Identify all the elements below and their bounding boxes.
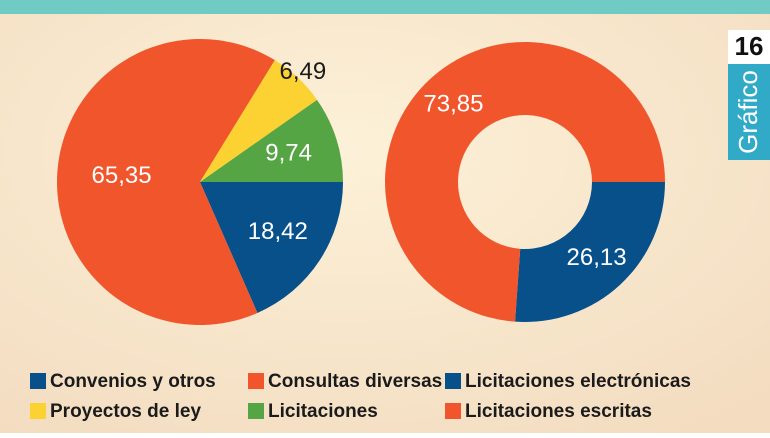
value-label: 18,42 [248, 218, 308, 245]
legend-label: Licitaciones [268, 401, 378, 422]
legend-label: Licitaciones escritas [465, 401, 652, 422]
legend-label: Proyectos de ley [50, 401, 201, 422]
legend-swatch [445, 403, 461, 419]
value-label: 73,85 [423, 90, 483, 117]
legend-swatch [248, 373, 264, 389]
value-label: 9,74 [265, 139, 312, 166]
legend-swatch [445, 373, 461, 389]
legend-label: Licitaciones electrónicas [465, 371, 691, 392]
legend-label: Convenios y otros [50, 371, 216, 392]
badge-number: 16 [735, 31, 764, 61]
legend-label: Consultas diversas [268, 371, 442, 392]
value-label: 65,35 [92, 162, 152, 189]
legend-swatch [30, 373, 46, 389]
legend-swatch [30, 403, 46, 419]
legend-swatch [248, 403, 264, 419]
top-bar [0, 0, 770, 14]
value-label: 26,13 [567, 244, 627, 271]
badge-label: Gráfico [733, 70, 763, 154]
value-label: 6,49 [280, 58, 327, 85]
chart: 16 Gráfico 18,42 Convenios y otros 65,35 Co… [0, 0, 770, 433]
